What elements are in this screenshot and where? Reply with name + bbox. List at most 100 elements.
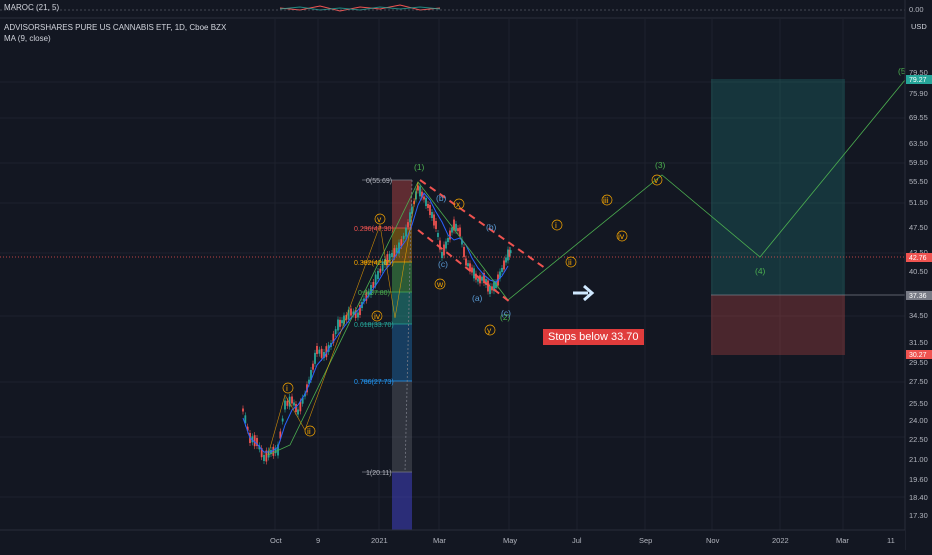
fib-label: 0.382(42.05) <box>354 260 394 267</box>
price-axis-tick: 22.50 <box>909 435 928 444</box>
candle-body <box>388 253 391 261</box>
candle-body <box>308 379 310 384</box>
price-axis-tick: 69.55 <box>909 113 928 122</box>
candle-body <box>421 191 423 198</box>
candle-body <box>443 244 445 256</box>
stop-zone <box>711 295 845 355</box>
price-axis-tick: 27.50 <box>909 377 928 386</box>
price-axis-tick: 75.90 <box>909 89 928 98</box>
candle-body <box>293 402 295 406</box>
candle-body <box>503 260 505 270</box>
wave-label: (4) <box>755 266 766 276</box>
price-tag: 42.76 <box>909 255 927 262</box>
time-axis-tick: Mar <box>836 536 849 545</box>
price-axis-tick: 63.50 <box>909 139 928 148</box>
svg-text:(c): (c) <box>438 259 448 269</box>
candle-body <box>377 271 379 279</box>
candle-body <box>354 310 357 318</box>
candle-body <box>279 431 282 439</box>
candle-body <box>435 221 437 229</box>
candle-body <box>461 239 463 245</box>
price-axis-tick: 55.50 <box>909 177 928 186</box>
candle-body <box>509 250 512 254</box>
candle-body <box>393 248 396 258</box>
moving-average-line <box>242 192 509 453</box>
price-tag: 37.36 <box>909 293 927 300</box>
candle-body <box>244 415 247 424</box>
svg-text:(b): (b) <box>436 193 447 203</box>
candle-body <box>411 206 413 214</box>
wave-label: (2) <box>500 312 511 322</box>
candle-body <box>402 235 405 239</box>
candle-body <box>483 273 485 283</box>
candle-body <box>493 282 495 292</box>
fib-label: 0.786(27.73) <box>354 379 394 386</box>
candle-body <box>479 275 481 284</box>
price-axis-tick: 51.50 <box>909 198 928 207</box>
candle-body <box>246 426 249 431</box>
candle-body <box>441 252 443 258</box>
candle-body <box>391 253 393 257</box>
candle-body <box>320 348 323 358</box>
candle-body <box>384 259 386 265</box>
candle-body <box>372 282 375 288</box>
candle-body <box>286 400 289 406</box>
candle-body <box>499 271 501 279</box>
candle-body <box>267 450 270 458</box>
candle-body <box>367 291 370 296</box>
candle-body <box>374 274 377 286</box>
fib-label: 0.5(37.80) <box>358 290 390 297</box>
candle-body <box>386 254 389 266</box>
fib-label: 0(55.69) <box>366 178 392 185</box>
svg-text:v: v <box>654 175 659 185</box>
wave-label: (1) <box>414 162 425 172</box>
candle-body <box>350 308 352 316</box>
candle-body <box>277 444 279 456</box>
stops-annotation: Stops below 33.70 <box>543 329 644 345</box>
candle-body <box>489 286 491 294</box>
candle-body <box>419 186 421 197</box>
indicator-label[interactable]: MAROC (21, 5) <box>4 3 60 12</box>
candle-body <box>242 408 244 412</box>
ma-label[interactable]: MA (9, close) <box>4 34 51 43</box>
candle-body <box>405 227 407 237</box>
svg-text:(c): (c) <box>501 308 511 318</box>
svg-text:iv: iv <box>618 231 625 241</box>
candle-body <box>505 257 507 263</box>
svg-text:ii: ii <box>307 426 311 436</box>
svg-text:iv: iv <box>374 311 381 321</box>
candle-body <box>507 249 509 261</box>
candle-body <box>291 396 293 404</box>
candle-body <box>491 286 493 291</box>
wave-label: (5 <box>898 66 906 76</box>
price-axis-tick: 43.50 <box>909 248 928 257</box>
candle-body <box>431 212 433 218</box>
candle-body <box>477 278 479 282</box>
candle-body <box>407 222 409 228</box>
candle-body <box>481 276 483 281</box>
candle-body <box>295 404 297 412</box>
price-tag: 30.27 <box>909 352 927 359</box>
wave-label: (3) <box>655 160 666 170</box>
price-axis-tick: 18.40 <box>909 493 928 502</box>
price-axis-tick: 17.30 <box>909 511 928 520</box>
chart-title[interactable]: ADVISORSHARES PURE US CANNABIS ETF, 1D, … <box>4 23 227 32</box>
svg-text:y: y <box>487 325 492 335</box>
price-tag: 79.27 <box>909 77 927 84</box>
candle-body <box>457 228 459 232</box>
time-axis-tick: Jul <box>572 536 582 545</box>
price-axis-tick: 59.50 <box>909 158 928 167</box>
candle-body <box>299 401 302 412</box>
candle-body <box>413 201 415 205</box>
candle-body <box>301 397 304 404</box>
time-axis-tick: Nov <box>706 536 720 545</box>
candle-body <box>379 268 382 273</box>
svg-text:i: i <box>286 383 288 393</box>
candle-body <box>429 205 431 215</box>
candle-body <box>365 292 368 301</box>
price-axis-tick: 25.50 <box>909 399 928 408</box>
candle-body <box>332 333 335 343</box>
svg-text:i: i <box>555 220 557 230</box>
candle-body <box>425 198 427 206</box>
